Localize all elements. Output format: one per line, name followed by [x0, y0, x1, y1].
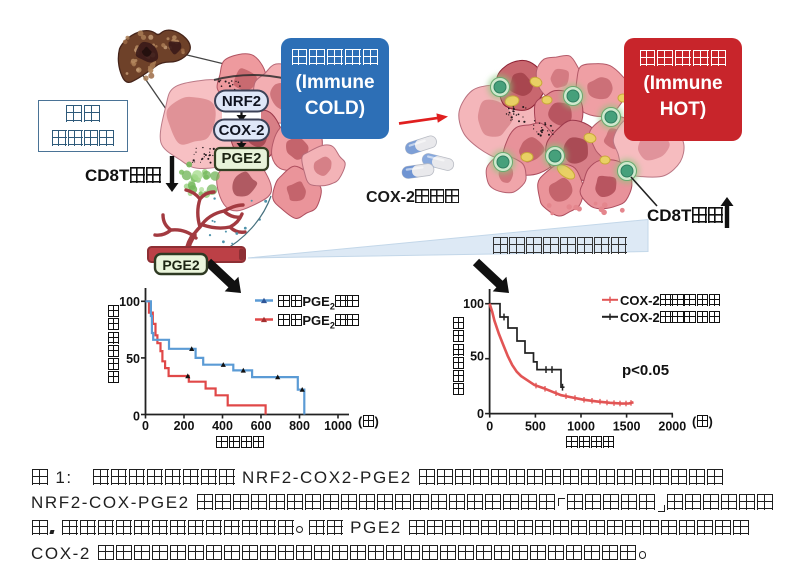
svg-text:1000: 1000 [567, 420, 595, 434]
svg-text:1500: 1500 [613, 420, 641, 434]
svg-text:400: 400 [212, 419, 233, 433]
svg-text:100: 100 [463, 297, 484, 311]
svg-text:50: 50 [126, 352, 140, 366]
svg-text:0: 0 [133, 410, 140, 424]
svg-text:2000: 2000 [658, 420, 686, 434]
svg-text:0: 0 [477, 407, 484, 421]
svg-text:0: 0 [142, 419, 149, 433]
svg-text:200: 200 [174, 419, 195, 433]
svg-text:500: 500 [525, 420, 546, 434]
svg-text:0: 0 [486, 420, 493, 434]
svg-text:1000: 1000 [324, 419, 352, 433]
svg-text:100: 100 [119, 295, 140, 309]
svg-text:600: 600 [251, 419, 272, 433]
svg-text:800: 800 [289, 419, 310, 433]
svg-text:50: 50 [470, 350, 484, 364]
